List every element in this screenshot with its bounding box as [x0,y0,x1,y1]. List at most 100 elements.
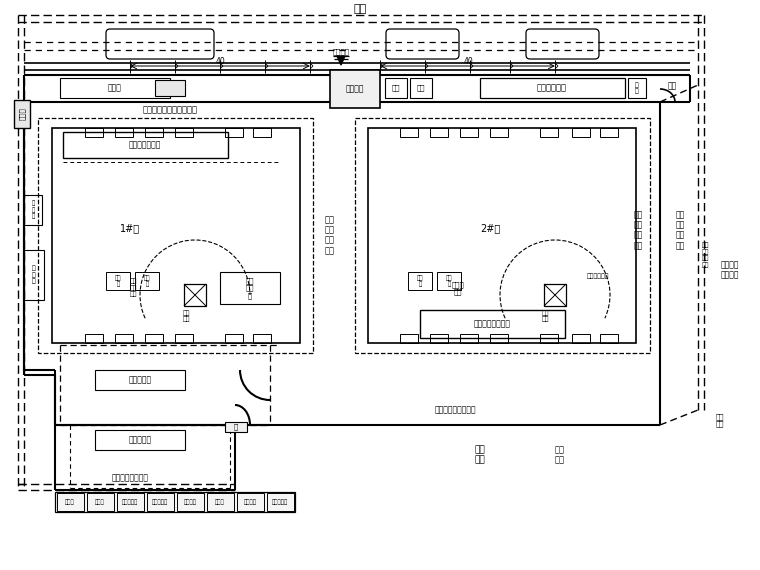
Bar [184,284,206,306]
Bar [63,132,228,158]
Bar [60,78,170,98]
Text: 门卫: 门卫 [391,85,401,91]
Text: 钢筋加工棚: 钢筋加工棚 [272,499,288,505]
Text: 塔吊回转半径: 塔吊回转半径 [587,273,610,279]
Text: 北墙
临时
施工
道路: 北墙 临时 施工 道路 [701,242,709,267]
Bar [24,250,44,300]
Text: 厕所: 厕所 [416,85,426,91]
Bar [175,128,193,137]
Bar [175,334,193,343]
Bar [106,272,130,290]
Bar [52,128,300,343]
Bar [220,272,280,304]
Bar [540,334,558,343]
Bar [410,78,432,98]
Text: 消
防
箱: 消 防 箱 [31,201,35,219]
Text: 电梯
井: 电梯 井 [115,275,122,287]
Bar [85,334,103,343]
Text: 顶板
临时
施工
道路: 顶板 临时 施工 道路 [325,215,335,255]
Text: 坡: 坡 [234,424,238,430]
Text: 原顶板临时施工道路: 原顶板临时施工道路 [434,405,476,414]
Bar [135,272,159,290]
Bar [145,128,163,137]
Text: 三件柜: 三件柜 [108,83,122,92]
Bar [600,334,618,343]
Bar [225,422,247,432]
Text: 大型回旋钻: 大型回旋钻 [128,376,151,385]
Text: 施工大门: 施工大门 [333,48,350,55]
Text: 北
门: 北 门 [635,82,639,94]
Bar [460,334,478,343]
Bar [115,334,133,343]
Text: 顶板
临时
施工
道路: 顶板 临时 施工 道路 [633,210,643,250]
Bar [24,195,42,225]
Bar [85,128,103,137]
Text: 配
电
房: 配 电 房 [32,266,36,284]
Text: 吊塔
基础: 吊塔 基础 [182,310,190,322]
Text: 安全通道: 安全通道 [183,499,197,505]
Bar [490,334,508,343]
Text: 配电房: 配电房 [95,499,105,505]
Bar [400,128,418,137]
Text: 规划红线
（控制）: 规划红线 （控制） [720,260,739,280]
Bar [237,493,264,511]
Bar [225,334,243,343]
Bar [400,334,418,343]
Bar [253,334,271,343]
Text: 混凝土
泵站: 混凝土 泵站 [451,281,464,295]
Text: 1#楼: 1#楼 [120,223,140,233]
Bar [57,493,84,511]
Text: 钢筋加工棚: 钢筋加工棚 [122,499,138,505]
Text: 材料
堆场: 材料 堆场 [475,445,486,465]
Text: 大型回旋钻: 大型回旋钻 [128,435,151,445]
Bar [460,128,478,137]
Bar [38,118,313,353]
Text: 楼梯
间: 楼梯 间 [144,275,150,287]
Text: 北墙
施工: 北墙 施工 [716,413,724,427]
Bar [420,310,565,338]
Bar [540,128,558,137]
Text: 材料堆场: 材料堆场 [243,499,256,505]
Bar [95,430,185,450]
Bar [14,100,30,128]
Text: 顶板加固施工区域: 顶板加固施工区域 [473,320,511,328]
Bar [87,493,114,511]
Bar [430,128,448,137]
Bar [480,78,625,98]
Text: 项目部办公室: 项目部办公室 [537,83,567,92]
Bar [490,128,508,137]
Text: 配电房: 配电房 [215,499,225,505]
Text: 南大门: 南大门 [19,108,25,120]
Text: 顶板临时施工道路: 顶板临时施工道路 [112,474,148,482]
Bar [225,128,243,137]
Bar [117,493,144,511]
Bar [145,334,163,343]
Bar [177,493,204,511]
Bar [368,128,636,343]
Text: 40: 40 [463,56,473,66]
Text: 40: 40 [215,56,225,66]
Bar [430,334,448,343]
Bar [600,128,618,137]
Bar [437,272,461,290]
Text: 拟建: 拟建 [353,4,366,14]
Text: 楼梯
间: 楼梯 间 [446,275,452,287]
Bar [155,80,185,96]
Bar [115,128,133,137]
Text: 生活区: 生活区 [65,499,75,505]
Text: 混凝
土泵
站: 混凝 土泵 站 [245,277,255,299]
Bar [355,118,650,353]
Polygon shape [337,56,345,65]
Bar [253,128,271,137]
Text: 顶板加固施工区: 顶板加固施工区 [128,140,161,149]
Text: 吊塔
基础: 吊塔 基础 [541,310,549,322]
Bar [385,78,407,98]
Text: 施工大门: 施工大门 [346,84,364,93]
Bar [572,334,590,343]
Text: 2#楼: 2#楼 [480,223,500,233]
Text: 塔吊
回转
半径: 塔吊 回转 半径 [129,279,137,298]
Bar [95,370,185,390]
Text: 材料
堆场: 材料 堆场 [555,445,565,465]
Text: 外架
临时
施工
道路: 外架 临时 施工 道路 [676,210,685,250]
Bar [147,493,174,511]
